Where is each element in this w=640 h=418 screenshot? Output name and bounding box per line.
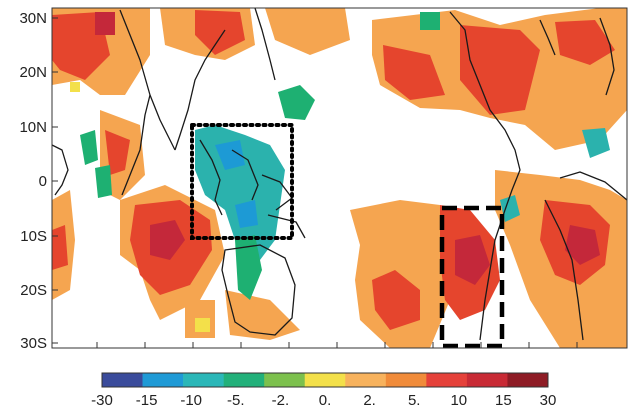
colorbar-tick-label: 15: [495, 392, 512, 409]
colorbar-swatch: [466, 373, 508, 387]
anomaly-layer-yellow: [70, 82, 210, 332]
colorbar: -30 -15 -10 -5. -2. 0. 2. 5. 10 15 30: [91, 372, 557, 409]
lon-ticks: [96, 342, 578, 348]
anomaly-layer-red: [52, 10, 615, 330]
colorbar-swatch: [142, 373, 184, 387]
anomaly-layer-darkred: [95, 12, 600, 285]
colorbar-tick-label: 2.: [363, 392, 376, 409]
lat-label-30s: 30S: [20, 335, 47, 352]
colorbar-tick-label: 5.: [408, 392, 421, 409]
colorbar-swatch: [264, 373, 306, 387]
colorbar-tick-label: 10: [450, 392, 467, 409]
map-frame: [51, 7, 628, 349]
colorbar-swatch: [426, 373, 468, 387]
colorbar-swatch: [345, 373, 387, 387]
lat-label-0: 0: [39, 173, 47, 190]
colorbar-tick-label: -2.: [272, 392, 290, 409]
colorbar-frame: [101, 372, 549, 388]
colorbar-tick-label: -5.: [227, 392, 245, 409]
colorbar-swatch: [304, 373, 346, 387]
lat-label-20s: 20S: [20, 282, 47, 299]
colorbar-tick-label: 30: [540, 392, 557, 409]
colorbar-tick-label: 0.: [319, 392, 332, 409]
colorbar-swatch: [223, 373, 265, 387]
anomaly-layer-negative: [80, 12, 610, 300]
lat-label-10s: 10S: [20, 228, 47, 245]
colorbar-swatch: [102, 373, 143, 387]
colorbar-tick-label: -10: [180, 392, 202, 409]
colorbar-swatch: [183, 373, 224, 387]
lat-axis: 30N 20N 10N 0 10S 20S 30S: [19, 10, 58, 352]
region-box-dotted: [190, 123, 294, 240]
region-box-dashed: [439, 205, 505, 349]
colorbar-tick-label: -15: [136, 392, 158, 409]
lat-label-10n: 10N: [19, 119, 47, 136]
coastlines: [52, 8, 627, 341]
colorbar-swatch: [507, 373, 549, 387]
colorbar-tick-label: -30: [91, 392, 113, 409]
lat-label-20n: 20N: [19, 64, 47, 81]
lat-label-30n: 30N: [19, 10, 47, 27]
colorbar-swatch: [385, 373, 427, 387]
